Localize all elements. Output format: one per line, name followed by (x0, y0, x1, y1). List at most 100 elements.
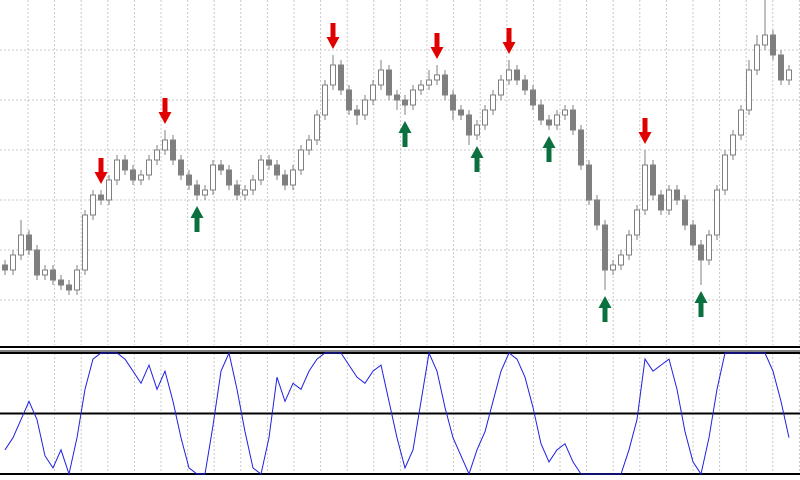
candle-body (114, 159, 120, 181)
candle-body (506, 69, 512, 81)
buy-arrow (470, 146, 484, 172)
candle-body (74, 269, 80, 291)
candle-body (538, 104, 544, 121)
candle-body (714, 189, 720, 236)
candle-body (658, 194, 664, 211)
candle-body (282, 174, 288, 186)
candle-body (210, 164, 216, 191)
candle-body (698, 244, 704, 261)
candle-body (386, 69, 392, 96)
candle-body (674, 189, 680, 201)
candle-body (98, 194, 104, 201)
candle-body (498, 79, 504, 96)
candle-body (162, 139, 168, 151)
candle-body (154, 149, 160, 161)
candle-body (778, 54, 784, 81)
candle-body (522, 79, 528, 91)
candle-body (466, 114, 472, 136)
candle-body (450, 94, 456, 111)
candle-body (66, 284, 72, 291)
candle-body (634, 209, 640, 236)
candle-body (754, 44, 760, 71)
candle-body (434, 74, 440, 81)
candle-body (58, 279, 64, 286)
candle-body (602, 224, 608, 271)
candle-body (146, 159, 152, 176)
buy-arrow (542, 136, 556, 162)
candle-body (554, 114, 560, 126)
candle-body (722, 154, 728, 191)
candle-body (122, 159, 128, 171)
candle-body (34, 249, 40, 276)
candle-body (690, 224, 696, 246)
candle-body (226, 169, 232, 186)
oscillator-line (4, 351, 790, 476)
buy-arrow (190, 206, 204, 232)
candle-body (770, 34, 776, 56)
candle-body (762, 34, 768, 46)
candle-body (738, 109, 744, 136)
candle-body (50, 269, 56, 281)
candle-body (138, 174, 144, 181)
candle-body (402, 99, 408, 106)
candle-body (242, 189, 248, 196)
candle-body (290, 169, 296, 186)
candle-body (362, 99, 368, 116)
candle-body (730, 134, 736, 156)
sell-arrow (502, 28, 516, 54)
candle-body (418, 84, 424, 91)
candle-body (178, 159, 184, 176)
candle-body (250, 179, 256, 191)
candle-body (130, 169, 136, 181)
candle-body (490, 94, 496, 111)
sell-arrow (158, 98, 172, 124)
candle-body (82, 214, 88, 271)
candle-body (394, 94, 400, 101)
candle-body (586, 164, 592, 201)
candle-body (746, 69, 752, 111)
candle-body (218, 164, 224, 171)
candle-body (650, 164, 656, 196)
buy-arrow (598, 296, 612, 322)
candle-body (786, 69, 792, 81)
candle-body (10, 254, 16, 271)
candle-body (26, 234, 32, 251)
sell-arrow (94, 158, 108, 184)
candle-body (570, 109, 576, 131)
buy-arrow (398, 121, 412, 147)
sell-arrow (638, 118, 652, 144)
candle-body (666, 189, 672, 211)
candle-body (258, 159, 264, 181)
candle-body (106, 179, 112, 201)
candle-body (306, 139, 312, 151)
candle-body (378, 69, 384, 86)
candle-body (426, 79, 432, 86)
candle-body (330, 64, 336, 86)
candle-body (298, 149, 304, 171)
candle-body (578, 129, 584, 166)
candle-body (410, 89, 416, 106)
candle-body (42, 269, 48, 276)
candle-body (18, 234, 24, 256)
candle-body (474, 124, 480, 136)
sell-arrow (326, 23, 340, 49)
sell-arrow (430, 33, 444, 59)
candle-body (562, 109, 568, 116)
candle-body (186, 174, 192, 186)
candle-body (642, 164, 648, 211)
candle-body (706, 234, 712, 261)
candle-body (234, 184, 240, 196)
candle-body (482, 109, 488, 126)
candle-body (458, 109, 464, 116)
candle-body (514, 69, 520, 81)
candle-body (322, 84, 328, 116)
candle-body (314, 114, 320, 141)
candle-body (530, 89, 536, 106)
candle-body (546, 119, 552, 126)
buy-arrow (694, 291, 708, 317)
candle-body (346, 89, 352, 111)
candle-body (266, 159, 272, 166)
candle-body (354, 109, 360, 116)
candle-body (274, 164, 280, 176)
